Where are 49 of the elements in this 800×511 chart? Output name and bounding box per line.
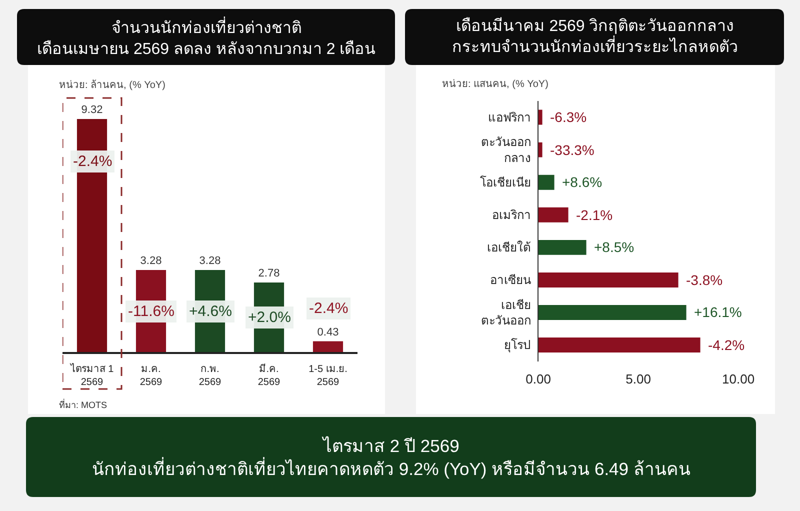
bar	[538, 142, 542, 158]
chart-title: เดือนมีนาคม 2569 วิกฤติตะวันออกกลาง กระทบจำนวนนักท่องเที่ยวระยะไกลหดตัว	[452, 17, 738, 56]
chart-subtitle: หน่วย: ล้านคน, (% YoY)	[59, 79, 166, 91]
text: ไตรมาส 2 ปี 2569 นักท่องเที่ยวต่างชาติเที่ยวไทยคาดหดตัว 9.2% (YoY) หรือมีจำนวน 6.49 ล้านคน	[92, 436, 690, 479]
y-tick-label: อเมริกา	[492, 208, 531, 222]
y-tick-label: แอฟริกา	[488, 110, 531, 124]
bar	[538, 207, 568, 222]
bar	[538, 174, 554, 190]
annotation: +8.6%	[562, 174, 602, 190]
bar	[538, 272, 678, 288]
text: ที่มา: MOTS	[59, 398, 107, 410]
annotation: -33.3%	[550, 142, 594, 158]
bar	[538, 240, 586, 255]
annotation: +8.5%	[594, 239, 634, 255]
annotation: +16.1%	[694, 304, 742, 320]
x-tick-label: 1-5 เม.ย. 2569	[308, 364, 348, 388]
data-label: 2.78	[258, 268, 280, 280]
y-tick-label: อาเซียน	[490, 273, 531, 288]
data-label: 3.28	[140, 255, 162, 267]
annotation: -11.6%	[128, 303, 174, 320]
data-label: 9.32	[81, 104, 103, 116]
x-tick-label: ก.พ. 2569	[198, 364, 222, 388]
x-tick-label: มี.ค. 2569	[258, 362, 281, 388]
chart-title: จำนวนนักท่องเที่ยวต่างชาติ เดือนเมษายน 2569 ลดลง หลังจากบวกมา 2 เดือน	[37, 16, 376, 58]
y-tick-label: ยุโรป	[504, 338, 531, 354]
data-label: 0.43	[317, 326, 339, 338]
annotation: +2.0%	[248, 309, 291, 326]
annotation: -6.3%	[550, 109, 587, 125]
y-tick-label: ตะวันออก กลาง	[480, 135, 531, 165]
annotation: -4.2%	[708, 337, 745, 353]
annotation: -2.1%	[576, 207, 613, 223]
bar	[538, 110, 542, 125]
annotation: -2.4%	[309, 300, 348, 317]
chart-subtitle: หน่วย: แสนคน, (% YoY)	[442, 79, 548, 90]
y-tick-label: เอเชีย ตะวันออก	[480, 298, 531, 328]
y-tick-label: โอเชียเนีย	[480, 176, 531, 190]
bar	[312, 341, 344, 352]
annotation: +4.6%	[189, 303, 232, 320]
x-tick-label: ม.ค. 2569	[140, 364, 163, 388]
bar	[538, 305, 686, 320]
x-tick-label: 5.00	[626, 371, 651, 386]
y-tick-label: เอเชียใต้	[486, 240, 531, 255]
x-tick-label: 10.00	[722, 371, 755, 386]
annotation: -2.4%	[73, 153, 112, 170]
annotation: -3.8%	[686, 272, 723, 288]
x-tick-label: ไตรมาส 1 2569	[69, 362, 114, 388]
bar	[538, 338, 700, 353]
x-tick-label: 0.00	[526, 371, 551, 386]
data-label: 3.28	[199, 255, 221, 267]
